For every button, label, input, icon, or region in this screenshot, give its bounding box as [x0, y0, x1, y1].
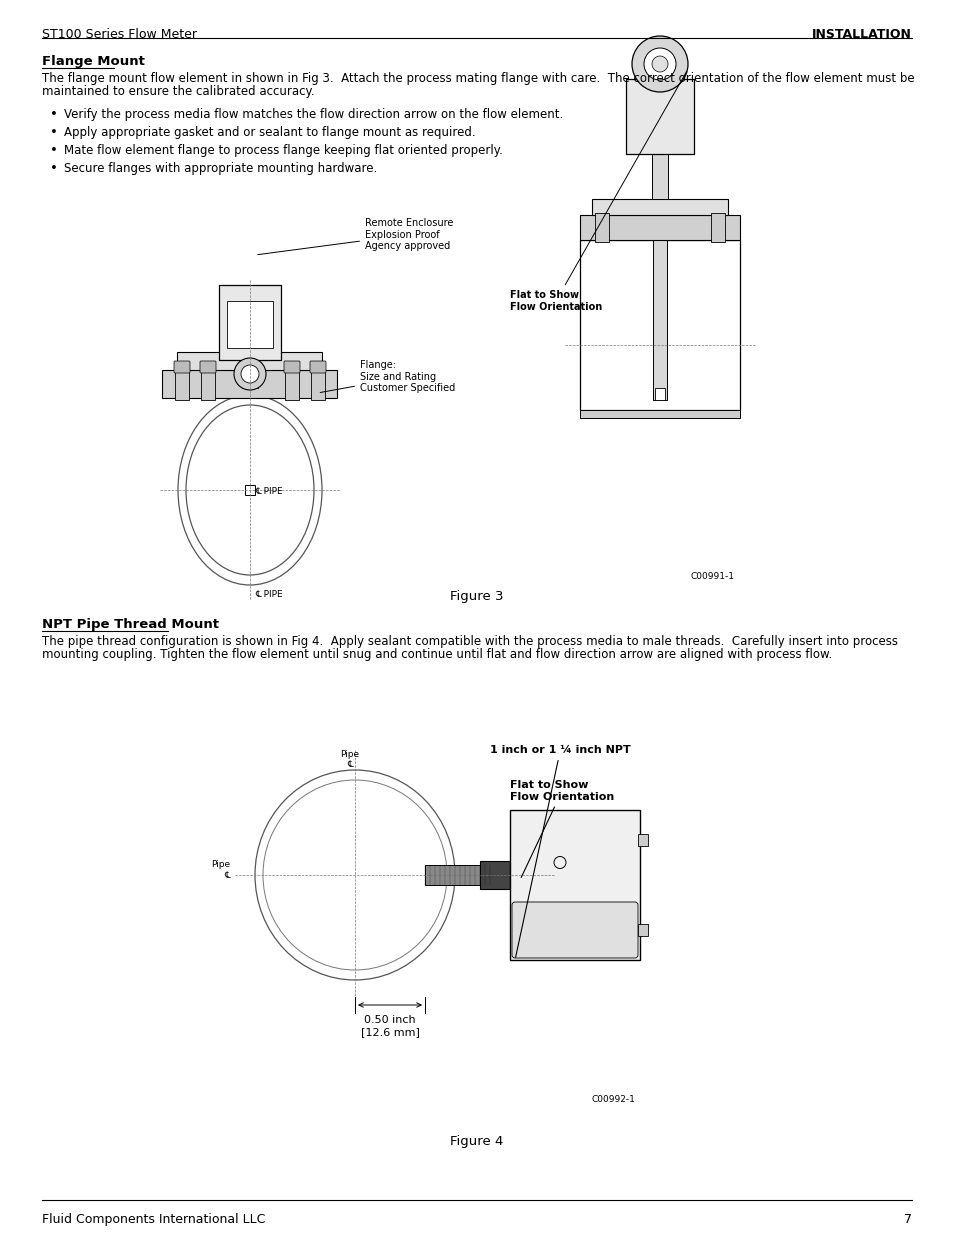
Bar [245, 485, 254, 495]
Text: C00992-1: C00992-1 [591, 1095, 635, 1104]
Text: Flat to Show
Flow Orientation: Flat to Show Flow Orientation [510, 72, 686, 311]
Circle shape [643, 48, 676, 80]
Text: Pipe
℄: Pipe ℄ [211, 861, 230, 879]
Text: Mate flow element flange to process flange keeping flat oriented properly.: Mate flow element flange to process flan… [64, 144, 502, 157]
Text: mounting coupling. Tighten the flow element until snug and continue until flat a: mounting coupling. Tighten the flow elem… [42, 648, 831, 661]
Text: Figure 3: Figure 3 [450, 590, 503, 603]
Bar [219, 285, 281, 359]
Bar [579, 240, 740, 410]
FancyBboxPatch shape [310, 361, 326, 373]
Bar [655, 388, 664, 400]
Bar [177, 352, 322, 370]
FancyBboxPatch shape [173, 361, 190, 373]
Text: ST100 Series Flow Meter: ST100 Series Flow Meter [42, 28, 196, 41]
Text: Verify the process media flow matches the flow direction arrow on the flow eleme: Verify the process media flow matches th… [64, 107, 562, 121]
Text: •: • [50, 126, 58, 140]
Text: NPT Pipe Thread Mount: NPT Pipe Thread Mount [42, 618, 219, 631]
Circle shape [233, 358, 266, 390]
Circle shape [631, 36, 687, 91]
Bar [285, 368, 298, 400]
Bar [651, 154, 667, 199]
Text: 7: 7 [903, 1213, 911, 1226]
Bar [242, 290, 257, 388]
Text: Flange Mount: Flange Mount [42, 56, 145, 68]
Bar [595, 212, 608, 242]
Bar [710, 212, 724, 242]
Bar [162, 370, 337, 398]
Text: The flange mount flow element in shown in Fig 3.  Attach the process mating flan: The flange mount flow element in shown i… [42, 72, 914, 85]
Bar [638, 834, 647, 846]
Bar [479, 861, 510, 889]
Text: 0.50 inch
[12.6 mm]: 0.50 inch [12.6 mm] [360, 1015, 419, 1036]
Text: •: • [50, 107, 58, 121]
Text: Figure 4: Figure 4 [450, 1135, 503, 1149]
Bar [592, 199, 727, 215]
Bar [510, 810, 639, 960]
Text: ℄ PIPE: ℄ PIPE [254, 590, 282, 599]
Bar [579, 215, 740, 240]
Bar [625, 79, 693, 154]
Text: Secure flanges with appropriate mounting hardware.: Secure flanges with appropriate mounting… [64, 162, 376, 175]
Circle shape [651, 56, 667, 72]
Text: maintained to ensure the calibrated accuracy.: maintained to ensure the calibrated accu… [42, 85, 314, 98]
Bar [201, 368, 214, 400]
Bar [652, 230, 666, 400]
Text: •: • [50, 144, 58, 157]
Bar [243, 293, 256, 393]
Text: The pipe thread configuration is shown in Fig 4.  Apply sealant compatible with : The pipe thread configuration is shown i… [42, 635, 897, 648]
Text: Apply appropriate gasket and or sealant to flange mount as required.: Apply appropriate gasket and or sealant … [64, 126, 476, 140]
Text: Pipe
℄: Pipe ℄ [340, 750, 359, 769]
Bar [638, 924, 647, 936]
Text: Flange:
Size and Rating
Customer Specified: Flange: Size and Rating Customer Specifi… [320, 359, 455, 393]
Bar [579, 410, 740, 417]
FancyBboxPatch shape [200, 361, 215, 373]
Text: ℄ PIPE: ℄ PIPE [254, 488, 282, 496]
Bar [227, 301, 273, 348]
Text: 1 inch or 1 ¼ inch NPT: 1 inch or 1 ¼ inch NPT [490, 745, 630, 957]
Circle shape [241, 366, 258, 383]
Text: Fluid Components International LLC: Fluid Components International LLC [42, 1213, 265, 1226]
Bar [424, 864, 495, 885]
FancyBboxPatch shape [512, 902, 638, 958]
Text: •: • [50, 162, 58, 175]
FancyBboxPatch shape [284, 361, 299, 373]
Text: C00991-1: C00991-1 [690, 572, 734, 580]
Text: Remote Enclosure
Explosion Proof
Agency approved: Remote Enclosure Explosion Proof Agency … [257, 219, 453, 254]
Bar [311, 368, 325, 400]
Text: Flat to Show
Flow Orientation: Flat to Show Flow Orientation [510, 781, 614, 878]
Text: INSTALLATION: INSTALLATION [811, 28, 911, 41]
Bar [174, 368, 189, 400]
